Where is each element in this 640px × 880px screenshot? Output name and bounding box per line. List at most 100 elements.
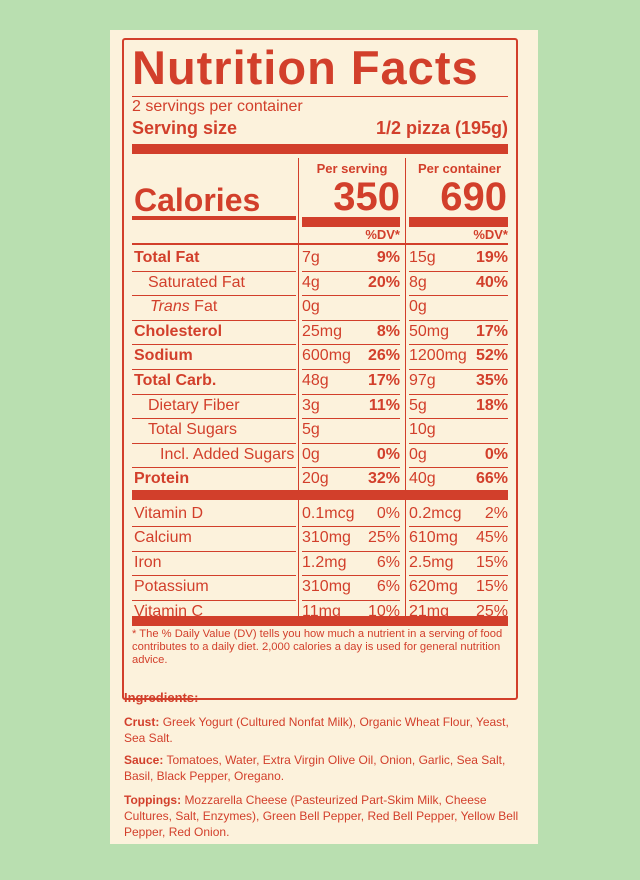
nutrition-label-card: Nutrition Facts 2 servings per container… bbox=[110, 30, 538, 844]
nutrient-label-text: Protein bbox=[134, 470, 190, 488]
vitamin-s-dv: 6% bbox=[376, 578, 400, 596]
nutrient-s-dv: 9% bbox=[376, 249, 400, 266]
nutrient-c-dv: 0% bbox=[484, 445, 508, 463]
sauce-label: Sauce: bbox=[124, 753, 164, 767]
vitamin-c-amt: 0.2mcg bbox=[409, 505, 462, 522]
servings-per-container: 2 servings per container bbox=[132, 98, 303, 115]
thick-divider-bottom bbox=[132, 616, 508, 626]
nutrient-row-divider bbox=[302, 393, 400, 395]
vitamin-c-amt: 610mg bbox=[409, 529, 458, 547]
vitamin-c-amt: 620mg bbox=[409, 578, 458, 596]
nutrient-s-amt: 20g bbox=[302, 470, 329, 488]
calories-per-serving: 350 bbox=[333, 175, 400, 219]
nutrient-row-divider bbox=[132, 295, 296, 297]
serving-size-value: 1/2 pizza (195g) bbox=[375, 118, 508, 138]
container-dv-header: %DV* bbox=[473, 227, 508, 242]
calories-underline bbox=[132, 216, 296, 220]
dv-footnote: * The % Daily Value (DV) tells you how m… bbox=[132, 628, 503, 666]
nutrient-label: Saturated Fat bbox=[148, 273, 245, 293]
vitamin-row-divider bbox=[132, 575, 296, 577]
vitamin-row-divider bbox=[409, 575, 508, 577]
nutrient-row-divider bbox=[302, 369, 400, 370]
toppings-text: Mozzarella Cheese (Pasteurized Part-Skim… bbox=[124, 793, 519, 839]
nutrient-c-dv: 19% bbox=[475, 249, 508, 266]
vitamin-c-dv: 15% bbox=[475, 553, 508, 571]
nutrient-row-divider bbox=[132, 369, 296, 370]
ingredients-crust: Crust: Greek Yogurt (Cultured Nonfat Mil… bbox=[124, 714, 524, 746]
nutrient-row-divider bbox=[302, 270, 400, 272]
nutrient-c-dv: 40% bbox=[475, 273, 508, 291]
vitamin-label: Vitamin D bbox=[134, 504, 203, 524]
nutrient-c-dv: 52% bbox=[475, 347, 508, 365]
nutrient-c-amt: 15g bbox=[409, 249, 436, 266]
nutrient-s-dv: 17% bbox=[367, 372, 400, 389]
nutrient-c-amt: 50mg bbox=[409, 322, 450, 340]
ingredients-title: Ingredients: bbox=[124, 690, 199, 705]
nutrient-label: Dietary Fiber bbox=[148, 396, 240, 416]
nutrient-label-text: Dietary Fiber bbox=[148, 396, 240, 414]
vitamin-s-amt: 310mg bbox=[302, 529, 351, 547]
title-rule bbox=[132, 96, 508, 97]
vitamin-label: Iron bbox=[134, 553, 162, 573]
nutrient-s-amt: 48g bbox=[302, 372, 329, 389]
nutrient-c-amt: 8g bbox=[409, 273, 427, 291]
vitamin-s-amt: 11mg bbox=[302, 602, 341, 620]
serving-size-label: Serving size bbox=[132, 118, 238, 138]
vitamin-c-dv: 2% bbox=[484, 505, 508, 522]
nutrient-s-amt: 0g bbox=[302, 445, 320, 463]
serving-dv-header: %DV* bbox=[365, 227, 400, 242]
nutrient-s-amt: 3g bbox=[302, 396, 320, 414]
per-serving-header: Per serving bbox=[316, 161, 388, 176]
nutrient-label-text: Fat bbox=[189, 298, 218, 316]
nutrient-c-amt: 40g bbox=[409, 470, 436, 488]
toppings-label: Toppings: bbox=[124, 793, 182, 807]
nutrient-label: Total Fat bbox=[134, 248, 199, 268]
nutrient-c-dv: 18% bbox=[475, 396, 508, 414]
nutrient-row-divider bbox=[409, 418, 508, 420]
nutrient-s-amt: 25mg bbox=[302, 322, 343, 340]
crust-label: Crust: bbox=[124, 715, 160, 729]
nutrient-row-divider bbox=[132, 418, 296, 420]
nutrient-s-dv: 26% bbox=[367, 347, 400, 365]
vitamin-row-divider bbox=[132, 599, 296, 601]
vitamin-label-text: Vitamin C bbox=[134, 602, 204, 620]
vitamin-label: Calcium bbox=[134, 528, 192, 548]
nutrient-s-amt: 7g bbox=[302, 249, 320, 266]
ingredients-toppings: Toppings: Mozzarella Cheese (Pasteurized… bbox=[124, 792, 524, 840]
calories-per-container: 690 bbox=[440, 175, 507, 219]
nutrient-label-text: Total Sugars bbox=[148, 421, 237, 439]
nutrient-c-dv: 17% bbox=[475, 322, 508, 340]
nutrient-s-amt: 4g bbox=[302, 273, 320, 291]
nutrient-label-italic: Trans bbox=[150, 298, 190, 316]
nutrient-row-divider bbox=[409, 295, 508, 297]
vitamin-row-divider bbox=[409, 550, 508, 552]
nutrient-c-dv: 35% bbox=[475, 372, 508, 389]
vitamin-row-divider bbox=[409, 526, 508, 528]
nutrient-row-divider bbox=[302, 344, 400, 346]
nutrient-row-divider bbox=[409, 467, 508, 469]
nutrient-s-dv: 0% bbox=[376, 445, 400, 463]
dv-header-rule bbox=[132, 243, 508, 245]
vitamin-label-text: Calcium bbox=[134, 529, 192, 547]
nutrient-c-amt: 1200mg bbox=[409, 347, 467, 365]
nutrient-c-amt: 10g bbox=[409, 421, 436, 439]
vitamin-s-amt: 1.2mg bbox=[302, 553, 347, 571]
nutrient-label: Total Sugars bbox=[148, 420, 237, 440]
vitamin-s-dv: 6% bbox=[376, 553, 400, 571]
vitamin-row-divider bbox=[302, 526, 400, 528]
per-container-header: Per container bbox=[417, 161, 502, 176]
nutrient-label-text: Total Fat bbox=[134, 249, 200, 266]
nutrient-label-text: Saturated Fat bbox=[148, 273, 245, 291]
nutrient-label: Incl. Added Sugars bbox=[160, 445, 294, 465]
vitamin-s-amt: 0.1mcg bbox=[302, 505, 355, 522]
nutrient-s-dv: 20% bbox=[367, 273, 400, 291]
vitamin-label: Vitamin C bbox=[134, 602, 203, 622]
vitamin-s-dv: 0% bbox=[376, 505, 400, 522]
nutrient-label-text: Cholesterol bbox=[134, 322, 223, 340]
nutrient-s-amt: 0g bbox=[302, 298, 320, 316]
crust-text: Greek Yogurt (Cultured Nonfat Milk), Org… bbox=[124, 715, 509, 745]
container-thick-bar bbox=[409, 217, 508, 227]
vitamin-row-divider bbox=[409, 599, 508, 601]
nutrient-label: Protein bbox=[134, 469, 189, 489]
nutrient-label: Sodium bbox=[134, 346, 193, 366]
